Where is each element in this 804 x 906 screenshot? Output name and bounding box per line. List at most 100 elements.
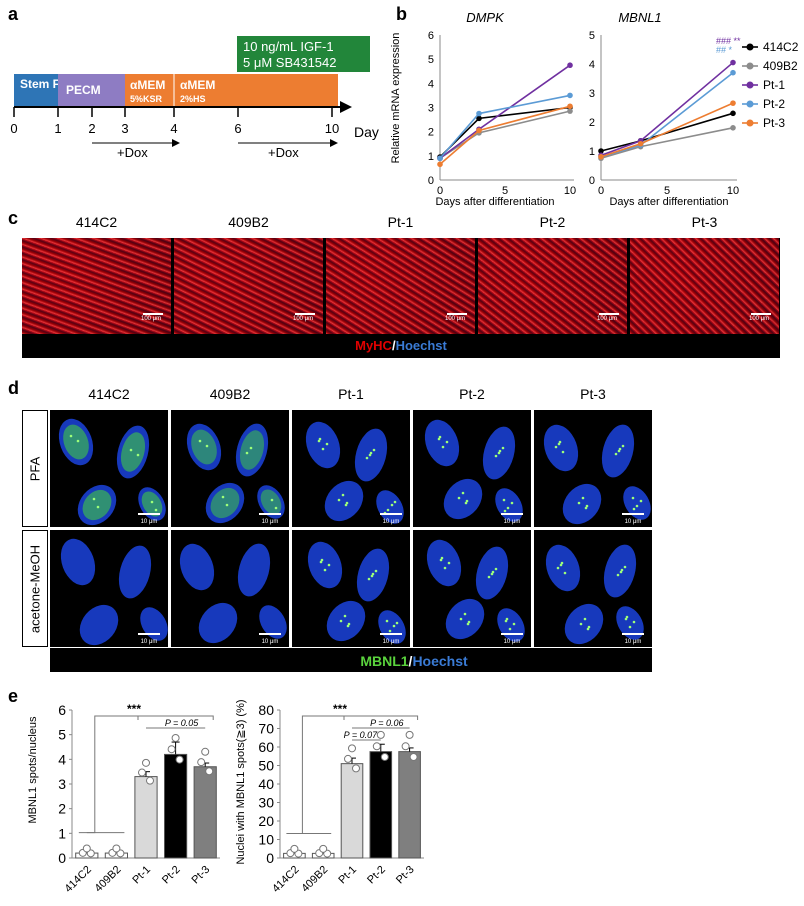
y-tick-label: 4 — [428, 78, 434, 90]
sig-mark-row-1: ### ** — [716, 36, 741, 46]
x-tick-label: Pt-2 — [365, 864, 388, 887]
mbnl1-spot — [505, 617, 509, 621]
replicate-point — [380, 752, 389, 761]
mbnl1-spot — [491, 570, 495, 574]
y-tick-label: 30 — [258, 795, 274, 811]
nucleus — [324, 480, 364, 522]
nuclei-image-tile: 10 μm — [534, 410, 652, 527]
mbnl1-signal — [239, 430, 265, 470]
mbnl1-spot — [437, 437, 441, 441]
mbnl1-spot — [367, 577, 371, 581]
p-value-label: P = 0.06 — [370, 718, 403, 728]
mbnl1-spot — [577, 501, 581, 505]
mbnl1-spot-bar-charts: MBNL1 spots/nucleus Nuclei with MBNL1 sp… — [27, 699, 424, 895]
mbnl1-spot — [343, 614, 347, 618]
stage-pecm — [58, 74, 125, 106]
mbnl1-spot — [320, 558, 324, 562]
y-tick-label: 1 — [428, 151, 434, 163]
row-label-box: acetone-MeOH — [22, 530, 48, 647]
mbnl1-hoechst-caption: MBNL1/Hoechst — [360, 653, 468, 669]
mbnl1-spot — [154, 508, 158, 512]
nucleus — [326, 600, 366, 642]
mbnl1-spot — [392, 624, 396, 628]
b-y-axis-label: Relative mRNA expression — [390, 33, 402, 164]
mbnl1-spot — [459, 617, 463, 621]
mbnl1-spot — [554, 445, 558, 449]
nucleus — [118, 545, 152, 599]
y-tick-label: 20 — [258, 813, 274, 829]
stage-amem-1-note: 5%KSR — [130, 94, 163, 104]
mbnl1-spot — [625, 615, 629, 619]
nucleus — [376, 490, 404, 524]
stage-pecm-label: PECM — [66, 83, 101, 97]
y-tick-label: 40 — [258, 776, 274, 792]
scale-bar-label: 100 μm — [141, 316, 162, 322]
myhc-image-tile — [630, 238, 779, 334]
mbnl1-spot — [624, 617, 628, 621]
nuclei-column-label: 409B2 — [209, 386, 251, 402]
mbnl1-spot — [221, 495, 225, 499]
stage-stemfit-label: Stem Fit — [20, 77, 67, 91]
data-point — [598, 148, 604, 154]
replicate-point — [171, 733, 180, 742]
mbnl1-spot — [628, 625, 632, 629]
myhc-hoechst-caption: MyHC/Hoechst — [355, 338, 447, 353]
mbnl1-spot — [614, 452, 618, 456]
stage-amem-1-label: αMEM — [130, 78, 165, 92]
data-point — [730, 59, 736, 66]
y-tick-label: 60 — [258, 739, 274, 755]
x-tick-label: Pt-2 — [160, 864, 183, 887]
stage-stemfit — [14, 74, 58, 106]
nucleus — [543, 424, 579, 472]
data-point — [637, 140, 644, 147]
data-point — [730, 110, 736, 117]
day-tick-label: 6 — [234, 121, 241, 136]
replicate-point — [146, 776, 154, 785]
mbnl1-spot — [327, 563, 331, 567]
myhc-column-label: 414C2 — [75, 214, 118, 230]
mbnl1-spot — [395, 621, 399, 625]
legend-swatch-dot — [746, 81, 754, 89]
legend-swatch-dot — [746, 62, 754, 70]
mbnl1-spot — [487, 575, 491, 579]
mbnl1-signal — [210, 487, 240, 519]
scale-bar-label: 10 μm — [504, 519, 521, 525]
y-tick-label: 2 — [58, 801, 66, 817]
y-tick-label: 0 — [428, 175, 434, 187]
mbnl1-spot — [510, 501, 514, 505]
nuclei-image-tile: 10 μm — [413, 410, 531, 527]
x-tick-label: 414C2 — [63, 864, 94, 895]
mbnl1-image-grid: 414C2 409B2 Pt-1 Pt-2 Pt-3 PFA acetone-MeOH 10 … — [22, 380, 780, 672]
scale-bar-label: 100 μm — [445, 316, 466, 322]
mbnl1-spot — [556, 566, 560, 570]
x-tick-label: 5 — [664, 185, 670, 197]
day-tick-label: 0 — [10, 121, 17, 136]
data-point — [730, 100, 736, 106]
scale-bar-label: 10 μm — [625, 519, 642, 525]
replicate-point — [167, 745, 176, 754]
scale-bar — [143, 313, 163, 315]
mbnl1-signal — [191, 429, 217, 465]
myhc-column-label: 409B2 — [228, 214, 269, 230]
mbnl1-spot — [490, 572, 494, 576]
nucleus — [562, 483, 602, 525]
mbnl1-spot — [466, 622, 470, 626]
mbnl1-spot — [584, 506, 588, 510]
y-tick-label: 70 — [258, 721, 274, 737]
nucleus — [179, 543, 215, 591]
caption-bar — [50, 648, 652, 672]
mbnl1-spot — [504, 619, 508, 623]
y-tick-label: 5 — [58, 727, 66, 743]
row-label-box: PFA — [22, 410, 48, 527]
mbnl1-spot — [92, 497, 96, 501]
replicate-point — [405, 730, 414, 739]
mbnl1-spot — [370, 574, 374, 578]
dox-label-2: +Dox — [268, 145, 299, 160]
x-tick-label: Pt-1 — [130, 864, 153, 887]
myhc-stain-label: MyHC — [355, 338, 392, 353]
stage-amem-2-label: αMEM — [180, 78, 215, 92]
scale-bar — [138, 513, 160, 515]
panel-label-b: b — [396, 4, 407, 24]
mbnl1-spot — [69, 434, 73, 438]
myhc-image-tile — [174, 238, 323, 334]
